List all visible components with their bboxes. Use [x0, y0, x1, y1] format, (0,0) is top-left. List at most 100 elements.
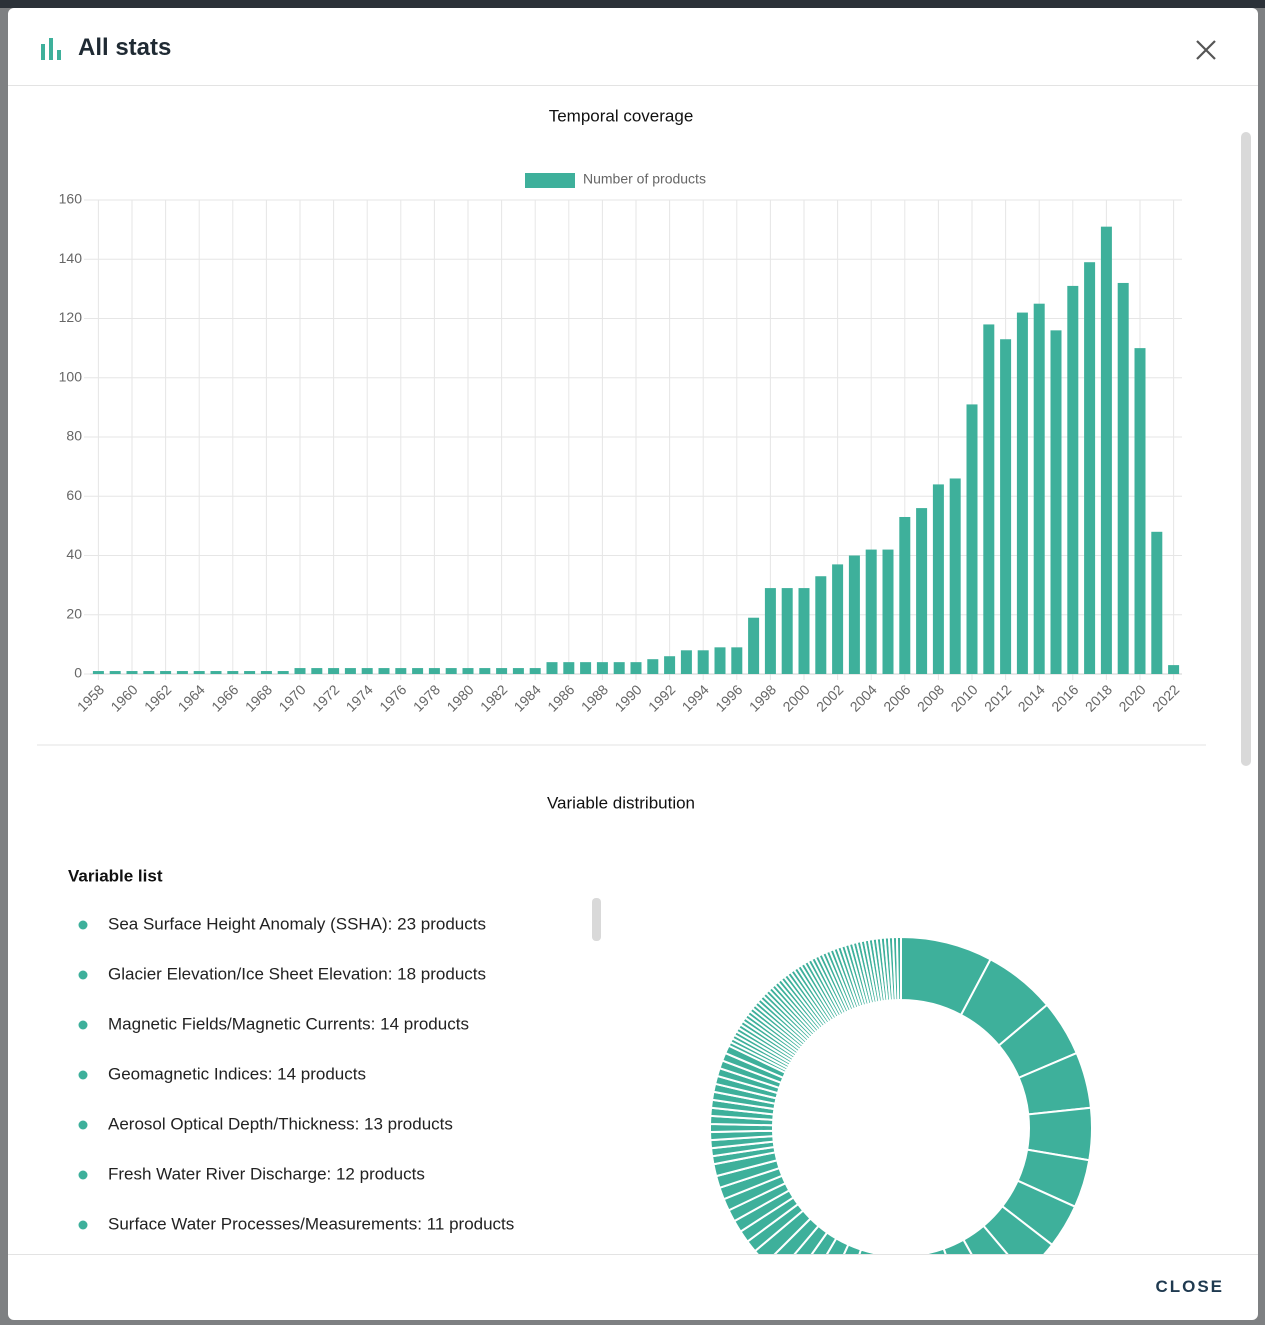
bar	[277, 671, 289, 674]
bar	[697, 650, 709, 674]
x-tick-label: 1964	[175, 681, 208, 714]
bar	[613, 662, 625, 674]
x-tick-label: 2004	[847, 681, 880, 714]
stats-canvas: Temporal coverage Number of products 0 20 40…	[37, 106, 1251, 1254]
bar	[109, 671, 121, 674]
bar	[92, 671, 104, 674]
x-tick-label: 2012	[981, 681, 1014, 714]
bar	[731, 647, 743, 674]
bar	[361, 668, 373, 674]
bar	[244, 671, 256, 674]
x-tick-label: 2016	[1048, 681, 1081, 714]
bar	[1134, 348, 1146, 674]
x-tick-label: 2020	[1115, 681, 1148, 714]
x-tick-label: 1970	[275, 681, 308, 714]
list-item: Glacier Elevation/Ice Sheet Elevation: 1…	[108, 964, 486, 983]
x-tick-label: 1962	[141, 681, 174, 714]
bar	[479, 668, 491, 674]
x-tick-label: 2000	[779, 681, 812, 714]
list-item: Surface Water Processes/Measurements: 11…	[108, 1214, 514, 1233]
bar	[647, 659, 659, 674]
modal-header: All stats	[8, 8, 1258, 86]
bar	[714, 647, 726, 674]
bar	[260, 671, 272, 674]
list-bullet	[78, 1020, 88, 1030]
list-item: Magnetic Fields/Magnetic Currents: 14 pr…	[108, 1014, 469, 1033]
y-tick-label: 160	[59, 191, 83, 207]
x-tick-label: 1978	[410, 681, 443, 714]
bar	[126, 671, 138, 674]
bar	[227, 671, 239, 674]
list-bullet	[78, 970, 88, 980]
modal-footer: CLOSE	[8, 1254, 1258, 1320]
bar	[949, 478, 961, 674]
bar	[664, 656, 676, 674]
bar	[328, 668, 340, 674]
x-tick-label: 2018	[1082, 681, 1115, 714]
x-tick-label: 2014	[1015, 681, 1048, 714]
bar	[496, 668, 508, 674]
bar	[160, 671, 172, 674]
bar	[143, 671, 155, 674]
y-tick-label: 100	[59, 368, 83, 384]
bar	[798, 588, 810, 674]
bar	[428, 668, 440, 674]
list-item: Geomagnetic Indices: 14 products	[108, 1064, 366, 1083]
chart-title: Variable distribution	[547, 793, 695, 812]
bar	[1151, 531, 1163, 674]
bar	[1033, 303, 1045, 674]
bar	[680, 650, 692, 674]
x-tick-label: 2010	[947, 681, 980, 714]
bar	[294, 668, 306, 674]
legend-swatch	[525, 173, 575, 188]
x-tick-label: 1990	[611, 681, 644, 714]
list-item: Aerosol Optical Depth/Thickness: 13 prod…	[108, 1114, 453, 1133]
bar	[210, 671, 222, 674]
bar	[1117, 282, 1129, 674]
x-tick-label: 2022	[1149, 681, 1182, 714]
bar	[580, 662, 592, 674]
y-tick-label: 80	[66, 428, 82, 444]
x-tick-label: 1968	[242, 681, 275, 714]
x-tick-label: 1958	[74, 681, 107, 714]
x-tick-label: 1976	[376, 681, 409, 714]
donut-segment	[895, 935, 902, 1002]
x-tick-label: 1992	[645, 681, 678, 714]
bar	[1067, 285, 1079, 674]
bar	[176, 671, 188, 674]
bar	[630, 662, 642, 674]
bar	[1168, 665, 1180, 674]
x-tick-label: 1974	[343, 681, 376, 714]
bar	[563, 662, 575, 674]
bar	[445, 668, 457, 674]
bar	[546, 662, 558, 674]
bar	[1084, 262, 1096, 674]
bar	[462, 668, 474, 674]
x-tick-label: 1972	[309, 681, 342, 714]
list-bullet	[78, 920, 88, 930]
y-tick-label: 140	[59, 250, 83, 266]
bar	[344, 668, 356, 674]
y-tick-label: 60	[66, 487, 82, 503]
list-title: Variable list	[68, 866, 163, 885]
bar	[916, 508, 928, 674]
x-tick-label: 1960	[107, 681, 140, 714]
y-tick-label: 40	[66, 546, 82, 562]
bar	[848, 555, 860, 674]
x-tick-label: 2002	[813, 681, 846, 714]
bar	[899, 516, 911, 674]
list-scroll-thumb	[592, 898, 601, 941]
close-button[interactable]: CLOSE	[1155, 1277, 1224, 1296]
bar	[781, 588, 793, 674]
x-tick-label: 1996	[712, 681, 745, 714]
legend-label: Number of products	[583, 171, 706, 187]
close-icon[interactable]	[1194, 38, 1218, 62]
x-tick-label: 2008	[914, 681, 947, 714]
bar	[1016, 312, 1028, 674]
bar	[1000, 339, 1012, 674]
bar	[395, 668, 407, 674]
x-tick-label: 1966	[208, 681, 241, 714]
bar	[529, 668, 541, 674]
bar	[815, 576, 827, 674]
